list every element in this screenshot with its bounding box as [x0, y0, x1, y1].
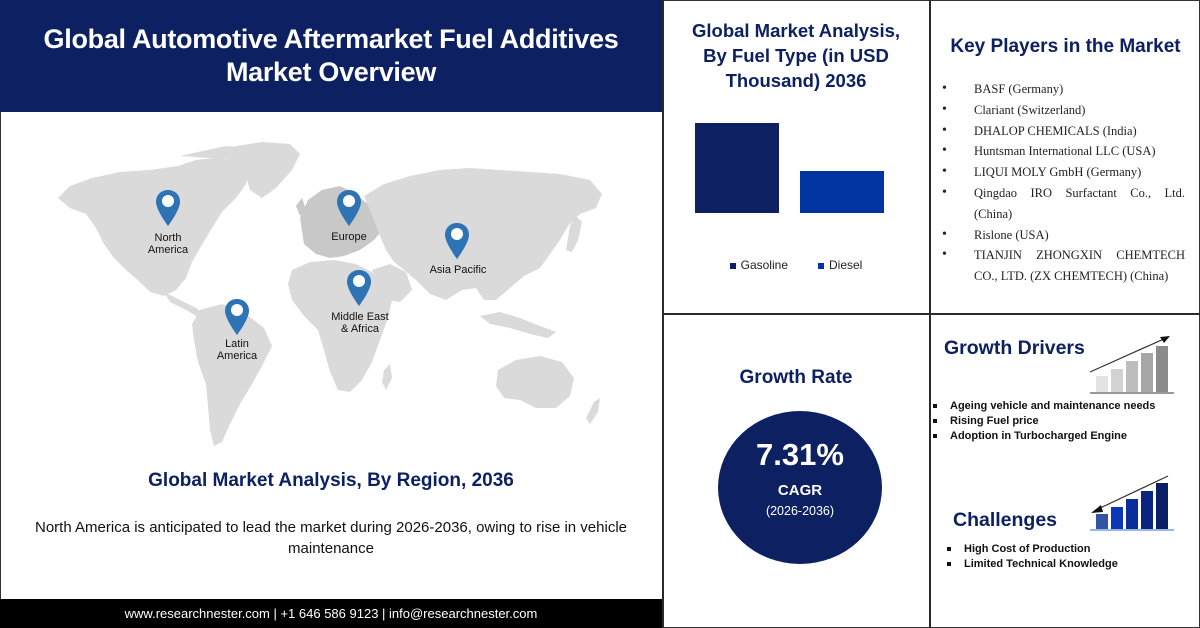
- page-title-line1: Global Automotive Aftermarket Fuel Addit…: [43, 24, 619, 54]
- key-players-title: Key Players in the Market: [950, 36, 1181, 57]
- growth-drivers-list: Ageing vehicle and maintenance needs Ris…: [930, 399, 1195, 444]
- list-item: High Cost of Production: [944, 542, 1194, 557]
- label-latin-america: Latin America: [216, 338, 258, 362]
- contact-footer-text: www.researchnester.com | +1 646 586 9123…: [124, 606, 538, 621]
- legend-swatch-icon: [729, 262, 736, 269]
- fuel-bar-chart: [664, 115, 928, 215]
- legend-item-gasoline: Gasoline: [729, 258, 788, 272]
- list-item: DHALOP CHEMICALS (India): [940, 121, 1185, 142]
- list-item: Adoption in Turbocharged Engine: [930, 429, 1195, 444]
- map-pin-icon: [225, 299, 249, 335]
- bar-gasoline: [695, 123, 779, 213]
- page-title: Global Automotive Aftermarket Fuel Addit…: [44, 23, 619, 89]
- cagr-value: 7.31%: [756, 437, 844, 472]
- label-middle-east-africa: Middle East & Africa: [331, 311, 389, 335]
- label-asia-pacific: Asia Pacific: [429, 264, 487, 276]
- challenges-title: Challenges: [953, 509, 1058, 531]
- declining-bar-chart-icon: [1090, 475, 1174, 531]
- rising-bar-chart-icon: [1089, 336, 1174, 394]
- pin-north-america: [156, 190, 180, 231]
- map-pin-icon: [156, 190, 180, 226]
- list-item: Qingdao IRO Surfactant Co., Ltd. (China): [940, 183, 1185, 225]
- cagr-label: CAGR: [777, 482, 823, 499]
- list-item: Rising Fuel price: [930, 414, 1195, 429]
- list-item: Clariant (Switzerland): [940, 100, 1185, 121]
- map-pin-icon: [445, 223, 469, 259]
- list-item: Huntsman International LLC (USA): [940, 141, 1185, 162]
- pin-latin-america: [225, 299, 249, 340]
- list-item: Limited Technical Knowledge: [944, 557, 1194, 572]
- map-pin-icon: [347, 270, 371, 306]
- growth-rate-title: Growth Rate: [739, 367, 853, 388]
- contact-footer: www.researchnester.com | +1 646 586 9123…: [0, 599, 662, 628]
- growth-drivers-title: Growth Drivers: [944, 337, 1085, 359]
- cagr-circle: 7.31% CAGR (2026-2036): [718, 411, 882, 564]
- bar-diesel: [800, 171, 884, 213]
- legend-swatch-icon: [818, 262, 824, 269]
- list-item: BASF (Germany): [940, 79, 1185, 100]
- page-title-line2: Market Overview: [225, 57, 437, 87]
- list-item: TIANJIN ZHONGXIN CHEMTECH CO., LTD. (ZX …: [940, 245, 1185, 287]
- fuel-chart-legend: Gasoline Diesel: [664, 258, 928, 272]
- cagr-period: (2026-2036): [765, 504, 835, 518]
- challenges-list: High Cost of Production Limited Technica…: [944, 542, 1194, 572]
- legend-item-diesel: Diesel: [818, 258, 862, 272]
- divider-horizontal: [662, 313, 1200, 315]
- pin-europe: [337, 190, 361, 231]
- region-analysis-description: North America is anticipated to lead the…: [35, 519, 627, 557]
- map-pin-icon: [337, 190, 361, 226]
- fuel-chart-title: Global Market Analysis, By Fuel Type (in…: [691, 20, 901, 91]
- label-europe: Europe: [331, 231, 367, 243]
- world-map-icon: [58, 142, 602, 446]
- key-players-list: BASF (Germany) Clariant (Switzerland) DH…: [940, 79, 1185, 287]
- list-item: Ageing vehicle and maintenance needs: [930, 399, 1195, 414]
- region-analysis-title: Global Market Analysis, By Region, 2036: [148, 470, 514, 491]
- list-item: LIQUI MOLY GmbH (Germany): [940, 162, 1185, 183]
- pin-asia-pacific: [445, 223, 469, 264]
- label-north-america: North America: [147, 232, 189, 256]
- list-item: Rislone (USA): [940, 225, 1185, 246]
- pin-middle-east-africa: [347, 270, 371, 311]
- page-header: Global Automotive Aftermarket Fuel Addit…: [0, 0, 662, 112]
- world-map: North America Europe Asia Pacific Latin Am…: [0, 112, 662, 457]
